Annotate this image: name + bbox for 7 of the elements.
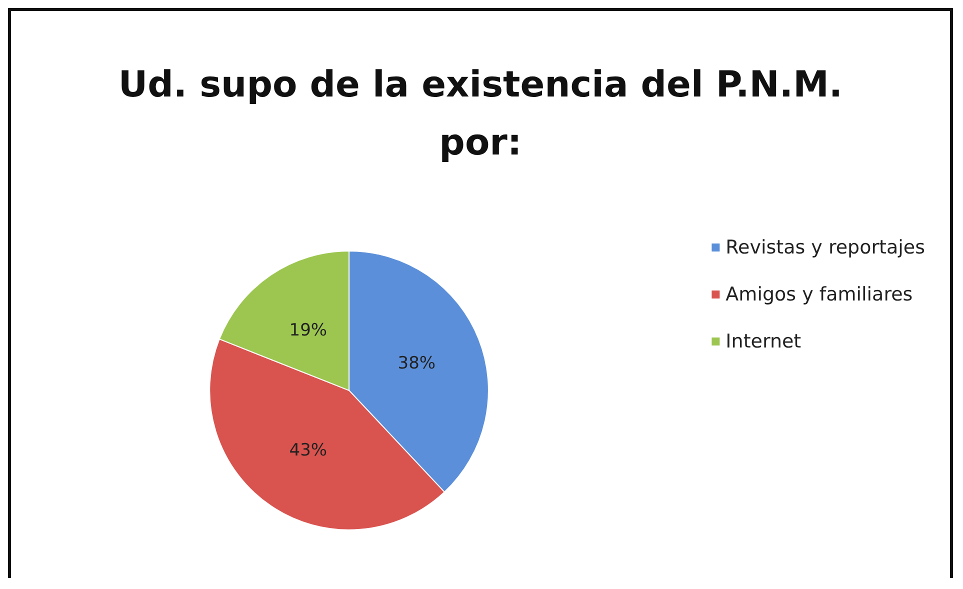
- legend-label: Revistas y reportajes: [726, 236, 926, 258]
- data-label: 43%: [289, 440, 328, 461]
- data-label: 19%: [289, 320, 328, 340]
- chart-title: Ud. supo de la existencia del P.N.M. por:: [118, 64, 843, 164]
- legend-label: Internet: [726, 330, 802, 352]
- data-label: 38%: [398, 354, 436, 374]
- legend-label: Amigos y familiares: [726, 284, 913, 306]
